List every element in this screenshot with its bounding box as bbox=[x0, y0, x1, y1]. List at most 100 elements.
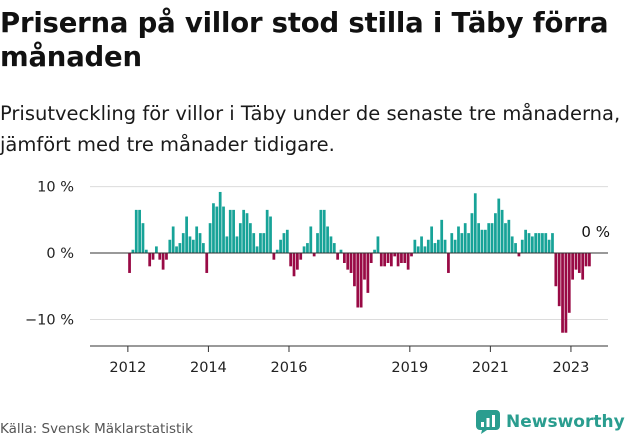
chart-title: Priserna på villor stod stilla i Täby fö… bbox=[0, 7, 609, 73]
bar bbox=[497, 198, 501, 254]
bar bbox=[376, 236, 380, 254]
bar bbox=[423, 246, 427, 254]
bar bbox=[383, 253, 387, 267]
bar bbox=[312, 253, 316, 257]
bar bbox=[557, 253, 561, 307]
x-tick-label: 2019 bbox=[391, 360, 428, 376]
bar bbox=[366, 253, 370, 293]
bar bbox=[238, 223, 242, 254]
bar bbox=[279, 239, 282, 254]
bar bbox=[188, 236, 192, 254]
source-note: Källa: Svensk Mäklarstatistik bbox=[0, 421, 193, 437]
bar bbox=[410, 253, 413, 257]
last-value-annotation: 0 % bbox=[581, 223, 610, 241]
bar bbox=[487, 223, 491, 254]
bar bbox=[222, 206, 225, 254]
bar bbox=[249, 223, 252, 254]
bar bbox=[141, 223, 145, 254]
bar bbox=[171, 226, 175, 254]
bar bbox=[322, 209, 326, 254]
bar bbox=[275, 249, 279, 254]
price-change-bar-chart: 10 % 0 % −10 % 2012 2014 2016 2019 2021 2023 0 % bbox=[25, 180, 610, 376]
bar bbox=[443, 239, 447, 254]
bar bbox=[406, 253, 410, 270]
bar bbox=[349, 253, 353, 273]
bar bbox=[551, 233, 554, 254]
bar bbox=[235, 236, 239, 254]
bar bbox=[198, 233, 202, 254]
bar bbox=[433, 243, 437, 254]
bar bbox=[232, 209, 235, 254]
bar bbox=[457, 226, 460, 254]
bar bbox=[302, 246, 306, 254]
newsworthy-logo-icon bbox=[476, 410, 500, 434]
bar bbox=[574, 253, 578, 270]
bar bbox=[161, 253, 165, 270]
bar bbox=[329, 236, 333, 254]
bar bbox=[430, 226, 434, 254]
x-tick-label: 2021 bbox=[472, 360, 509, 376]
bar bbox=[356, 253, 360, 308]
bar bbox=[386, 253, 390, 263]
bar bbox=[517, 253, 521, 257]
y-tick-label: 0 % bbox=[46, 246, 74, 262]
bar bbox=[369, 253, 373, 263]
bar bbox=[514, 243, 517, 254]
bar bbox=[413, 239, 417, 254]
bar bbox=[319, 209, 323, 254]
bar bbox=[447, 253, 450, 273]
bar bbox=[228, 209, 232, 254]
bar bbox=[416, 246, 420, 254]
bar bbox=[363, 253, 366, 280]
bar bbox=[420, 236, 423, 254]
bar bbox=[262, 233, 266, 254]
bar bbox=[316, 233, 319, 254]
bar bbox=[537, 233, 541, 254]
bar bbox=[440, 219, 444, 254]
axes bbox=[90, 252, 608, 352]
bar bbox=[326, 226, 329, 254]
bar bbox=[309, 226, 313, 254]
bar bbox=[131, 249, 135, 254]
bar bbox=[544, 233, 548, 254]
bar bbox=[450, 233, 454, 254]
newsworthy-brand[interactable]: Newsworthy bbox=[475, 408, 625, 436]
bar bbox=[202, 243, 205, 254]
bar bbox=[584, 253, 588, 267]
bar bbox=[581, 253, 585, 280]
bar bbox=[403, 253, 407, 263]
bar bbox=[588, 253, 591, 267]
brand-name: Newsworthy bbox=[506, 412, 625, 432]
x-tick-label: 2016 bbox=[271, 360, 308, 376]
bar bbox=[470, 213, 474, 254]
bar bbox=[128, 253, 131, 273]
bar bbox=[460, 233, 464, 254]
bar bbox=[480, 229, 484, 254]
bar bbox=[252, 233, 256, 254]
x-tick-label: 2014 bbox=[190, 360, 227, 376]
bar bbox=[215, 206, 219, 254]
bar bbox=[208, 223, 212, 254]
bar bbox=[483, 229, 487, 254]
bar bbox=[218, 191, 222, 254]
bar bbox=[547, 239, 551, 254]
bar bbox=[242, 209, 246, 254]
bar bbox=[353, 253, 356, 287]
bars bbox=[128, 191, 591, 333]
bar bbox=[212, 203, 215, 254]
bar bbox=[168, 239, 172, 254]
bar bbox=[292, 253, 296, 277]
bar bbox=[245, 213, 249, 254]
bar bbox=[396, 253, 400, 267]
bar bbox=[144, 249, 148, 254]
bar bbox=[571, 253, 574, 280]
bar bbox=[165, 253, 168, 260]
bar bbox=[467, 233, 470, 254]
bar bbox=[272, 253, 276, 260]
bar bbox=[259, 233, 262, 254]
x-tick-label: 2012 bbox=[109, 360, 146, 376]
bar bbox=[426, 239, 430, 254]
bar bbox=[299, 253, 303, 260]
bar bbox=[400, 253, 403, 263]
bar bbox=[507, 219, 511, 254]
